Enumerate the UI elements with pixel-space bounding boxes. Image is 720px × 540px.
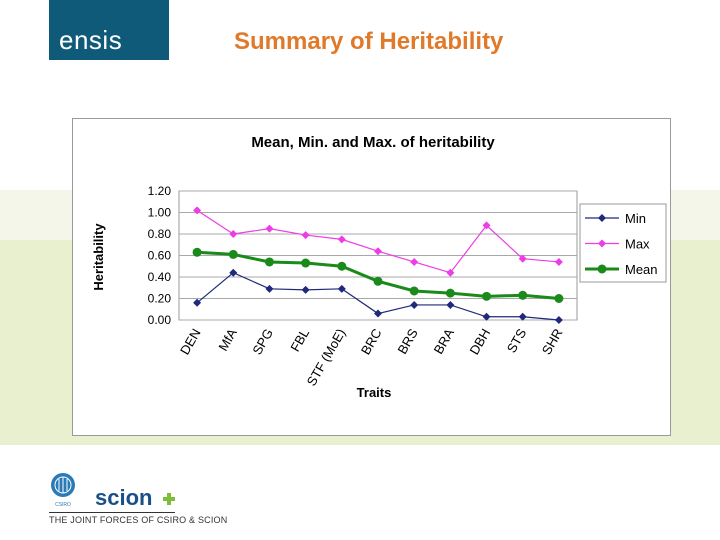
data-point-max <box>265 224 274 233</box>
footer-text: THE JOINT FORCES OF CSIRO & SCION <box>49 515 228 525</box>
data-point-mean <box>554 294 564 303</box>
legend-label: Mean <box>625 262 658 277</box>
logo-text: ensis <box>59 25 123 55</box>
x-tick-label: SHR <box>539 326 566 357</box>
data-point-mean <box>192 247 202 257</box>
data-point-min <box>265 284 274 293</box>
data-point-min <box>301 285 310 294</box>
data-point-min <box>410 300 419 309</box>
data-point-max <box>482 221 491 230</box>
csiro-logo-text: CSIRO <box>55 502 71 508</box>
data-point-mean <box>301 258 311 268</box>
data-point-max <box>374 247 382 256</box>
data-point-min <box>554 316 563 324</box>
footer-divider <box>49 512 175 513</box>
legend-marker <box>597 264 607 274</box>
data-point-mean <box>228 249 238 259</box>
y-tick-label: 0.40 <box>148 270 172 284</box>
y-axis: 0.00 0.20 0.40 0.60 0.80 1.00 1.20 <box>148 184 172 327</box>
data-point-max <box>229 230 238 238</box>
series-group <box>192 206 564 324</box>
heritability-chart: Mean, Min. and Max. of heritability 0.00… <box>91 134 667 400</box>
legend: Min Max Mean <box>579 203 667 283</box>
x-tick-label: BRS <box>394 326 421 357</box>
csiro-logo: CSIRO <box>48 470 78 515</box>
y-tick-label: 0.80 <box>148 227 172 241</box>
ensis-logo: ensis <box>49 0 169 60</box>
x-tick-label: STS <box>504 326 530 356</box>
x-tick-label: DEN <box>177 326 204 357</box>
x-tick-label: SPG <box>249 326 276 357</box>
data-point-max <box>554 257 563 266</box>
data-point-max <box>301 231 310 240</box>
legend-label: Min <box>625 211 646 226</box>
data-point-max <box>518 254 527 263</box>
data-point-mean <box>337 261 347 271</box>
data-point-mean <box>518 290 528 300</box>
y-tick-label: 0.00 <box>148 313 172 327</box>
legend-marker <box>598 239 606 248</box>
data-point-min <box>374 309 382 318</box>
x-tick-label: BRA <box>431 326 458 357</box>
y-tick-label: 0.60 <box>148 249 172 263</box>
data-point-mean <box>445 288 455 298</box>
data-point-max <box>193 206 202 215</box>
data-point-min <box>229 268 238 277</box>
data-point-max <box>410 257 419 266</box>
data-point-min <box>482 312 491 321</box>
legend-marker <box>598 214 606 222</box>
x-tick-label: MfA <box>215 326 240 354</box>
x-tick-label: BRC <box>358 326 385 357</box>
chart-frame: Mean, Min. and Max. of heritability 0.00… <box>72 118 671 436</box>
legend-label: Max <box>625 237 650 252</box>
data-point-min <box>337 284 346 293</box>
x-axis-label: Traits <box>357 385 392 400</box>
y-tick-label: 1.00 <box>148 206 172 220</box>
data-point-mean <box>373 276 383 286</box>
chart-title: Mean, Min. and Max. of heritability <box>251 134 495 151</box>
data-point-mean <box>264 257 274 267</box>
data-point-min <box>193 298 202 307</box>
y-tick-label: 1.20 <box>148 184 172 198</box>
slide-title: Summary of Heritability <box>234 28 504 55</box>
x-tick-label: DBH <box>466 326 493 357</box>
scion-logo: scion <box>95 485 185 515</box>
data-point-min <box>446 300 455 309</box>
data-point-min <box>518 312 527 321</box>
scion-logo-text: scion <box>95 486 152 510</box>
y-axis-label: Heritability <box>91 223 106 291</box>
data-point-mean <box>482 291 492 301</box>
data-point-max <box>446 268 455 277</box>
x-tick-label: FBL <box>287 326 312 354</box>
data-point-mean <box>409 286 419 296</box>
data-point-max <box>337 235 346 244</box>
y-tick-label: 0.20 <box>148 292 172 306</box>
